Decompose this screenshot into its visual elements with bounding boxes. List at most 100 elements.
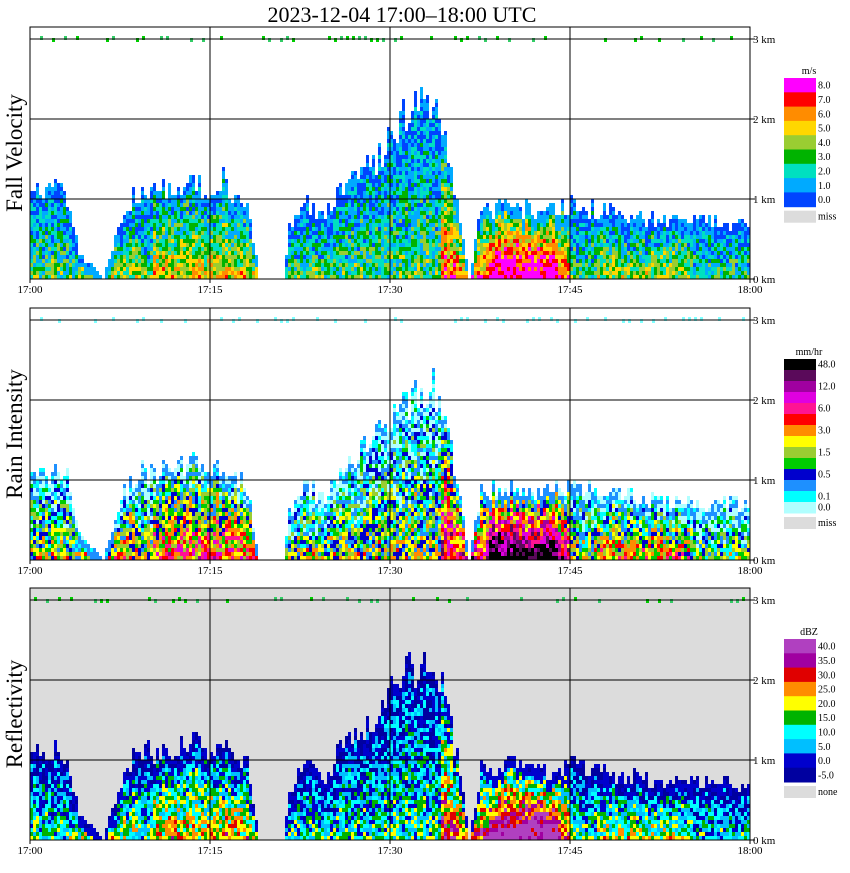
heatmap-cell xyxy=(642,227,645,231)
heatmap-cell xyxy=(174,219,177,223)
heatmap-cell xyxy=(528,271,531,275)
heatmap-cell xyxy=(366,271,369,275)
heatmap-cell xyxy=(672,231,675,235)
heatmap-cell xyxy=(177,271,180,275)
heatmap-cell xyxy=(66,476,69,480)
heatmap-cell xyxy=(54,267,57,271)
heatmap-cell xyxy=(546,239,549,243)
heatmap-cell xyxy=(60,508,63,512)
heatmap-cell xyxy=(579,227,582,231)
heatmap-cell xyxy=(36,484,39,488)
heatmap-cell xyxy=(48,183,51,187)
heatmap-cell xyxy=(429,175,432,179)
heatmap-cell xyxy=(162,247,165,251)
heatmap-cell xyxy=(624,263,627,267)
heatmap-cell xyxy=(57,548,60,552)
heatmap-cell xyxy=(42,504,45,508)
heatmap-cell xyxy=(456,275,459,279)
heatmap-cell xyxy=(678,231,681,235)
heatmap-cell xyxy=(45,552,48,556)
heatmap-cell xyxy=(66,540,69,544)
heatmap-cell xyxy=(672,219,675,223)
heatmap-cell xyxy=(288,223,291,227)
heatmap-cell xyxy=(87,267,90,271)
heatmap-cell xyxy=(519,215,522,219)
heatmap-cell xyxy=(426,119,429,123)
heatmap-cell xyxy=(672,255,675,259)
heatmap-cell xyxy=(45,255,48,259)
heatmap-cell xyxy=(153,247,156,251)
heatmap-cell xyxy=(540,263,543,267)
heatmap-cell xyxy=(543,215,546,219)
heatmap-cell xyxy=(33,243,36,247)
heatmap-cell xyxy=(723,271,726,275)
heatmap-cell xyxy=(507,239,510,243)
heatmap-cell xyxy=(414,155,417,159)
heatmap-cell xyxy=(312,255,315,259)
heatmap-cell xyxy=(126,275,129,279)
heatmap-cell xyxy=(78,544,81,548)
heatmap-cell xyxy=(351,187,354,191)
heatmap-cell xyxy=(378,199,381,203)
heatmap-cell xyxy=(549,251,552,255)
heatmap-cell xyxy=(453,215,456,219)
heatmap-cell xyxy=(498,223,501,227)
heatmap-cell xyxy=(411,115,414,119)
heatmap-cell xyxy=(180,203,183,207)
heatmap-cell xyxy=(222,219,225,223)
heatmap-cell xyxy=(366,219,369,223)
heatmap-cell xyxy=(549,207,552,211)
heatmap-cell xyxy=(336,251,339,255)
heatmap-cell xyxy=(597,235,600,239)
heatmap-cell xyxy=(216,275,219,279)
heatmap-cell xyxy=(372,263,375,267)
heatmap-cell xyxy=(198,227,201,231)
heatmap-cell xyxy=(441,139,444,143)
heatmap-cell xyxy=(384,167,387,171)
heatmap-cell xyxy=(690,231,693,235)
heatmap-cell xyxy=(420,107,423,111)
heatmap-cell xyxy=(672,247,675,251)
heatmap-cell xyxy=(336,199,339,203)
heatmap-cell xyxy=(252,275,255,279)
heatmap-cell xyxy=(561,231,564,235)
heatmap-cell xyxy=(132,239,135,243)
heatmap-cell xyxy=(48,532,51,536)
heatmap-cell xyxy=(636,215,639,219)
heatmap-cell xyxy=(150,207,153,211)
heatmap-cell xyxy=(666,259,669,263)
heatmap-cell xyxy=(615,235,618,239)
heatmap-cell xyxy=(201,243,204,247)
heatmap-cell xyxy=(603,267,606,271)
heatmap-cell xyxy=(345,263,348,267)
heatmap-cell xyxy=(639,235,642,239)
heatmap-cell xyxy=(519,231,522,235)
heatmap-cell xyxy=(405,179,408,183)
heatmap-cell xyxy=(189,263,192,267)
heatmap-cell xyxy=(624,227,627,231)
heatmap-cell xyxy=(678,243,681,247)
heatmap-cell xyxy=(378,203,381,207)
heatmap-cell xyxy=(423,223,426,227)
heatmap-cell xyxy=(405,251,408,255)
heatmap-cell xyxy=(690,255,693,259)
heatmap-cell xyxy=(144,219,147,223)
heatmap-cell xyxy=(120,223,123,227)
heatmap-cell xyxy=(57,223,60,227)
heatmap-cell xyxy=(429,123,432,127)
heatmap-cell xyxy=(132,207,135,211)
heatmap-cell xyxy=(138,215,141,219)
heatmap-cell xyxy=(399,211,402,215)
heatmap-cell xyxy=(564,267,567,271)
heatmap-cell xyxy=(438,271,441,275)
heatmap-cell xyxy=(456,199,459,203)
heatmap-cell xyxy=(540,275,543,279)
heatmap-cell xyxy=(393,275,396,279)
heatmap-cell xyxy=(498,207,501,211)
heatmap-cell xyxy=(336,235,339,239)
heatmap-cell xyxy=(438,215,441,219)
heatmap-cell xyxy=(357,215,360,219)
heatmap-cell xyxy=(594,223,597,227)
heatmap-cell xyxy=(111,255,114,259)
heatmap-cell xyxy=(693,235,696,239)
